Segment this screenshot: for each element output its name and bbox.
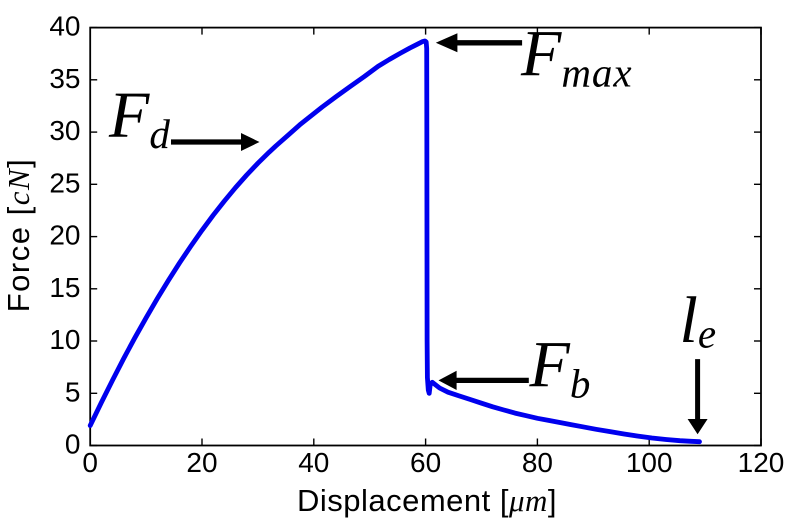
svg-text:40: 40 (49, 11, 80, 42)
svg-text:80: 80 (522, 447, 553, 478)
svg-text:Displacement [μm]: Displacement [μm] (297, 483, 557, 518)
svg-text:30: 30 (49, 115, 80, 146)
svg-text:15: 15 (49, 272, 80, 303)
svg-text:10: 10 (49, 324, 80, 355)
svg-text:60: 60 (410, 447, 441, 478)
svg-text:120: 120 (738, 447, 785, 478)
svg-text:20: 20 (49, 220, 80, 251)
svg-text:100: 100 (626, 447, 673, 478)
svg-text:20: 20 (186, 447, 217, 478)
svg-text:25: 25 (49, 167, 80, 198)
svg-text:Fd: Fd (108, 79, 170, 157)
svg-text:5: 5 (65, 376, 81, 407)
svg-text:le: le (680, 284, 717, 357)
svg-text:40: 40 (298, 447, 329, 478)
svg-text:0: 0 (82, 447, 98, 478)
svg-text:0: 0 (65, 429, 81, 460)
svg-text:35: 35 (49, 63, 80, 94)
svg-text:Force [cN]: Force [cN] (1, 158, 36, 313)
